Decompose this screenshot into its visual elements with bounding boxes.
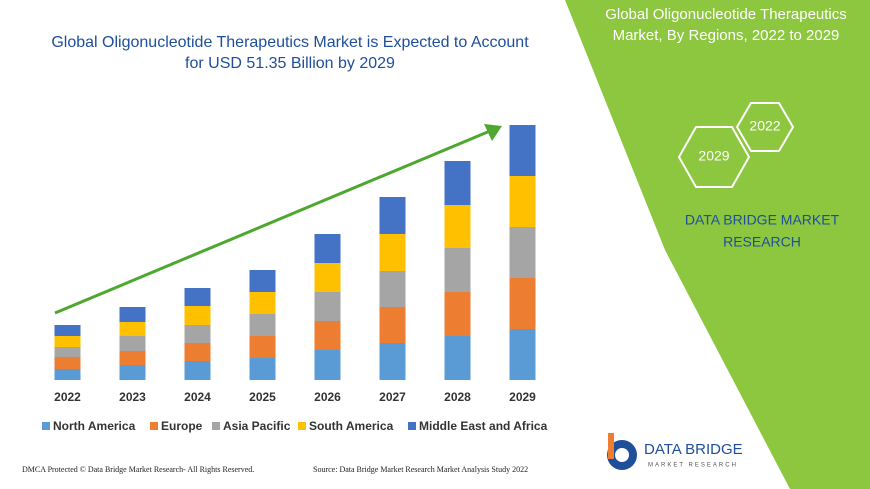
legend-swatch	[42, 422, 50, 430]
bar-segment	[184, 343, 211, 361]
bar-segment	[444, 336, 471, 380]
bar-segment	[249, 336, 276, 358]
logo: DATA BRIDGE MARKET RESEARCH	[607, 433, 743, 470]
bar-segment	[379, 197, 406, 234]
footer-right: Source: Data Bridge Market Research Mark…	[313, 465, 528, 474]
legend-swatch	[212, 422, 220, 430]
x-tick-label: 2022	[54, 390, 81, 404]
bar-segment	[314, 321, 341, 350]
bar-segment	[444, 292, 471, 336]
bar-segment	[509, 278, 536, 329]
bar-segment	[184, 361, 211, 380]
footer-left: DMCA Protected © Data Bridge Market Rese…	[22, 465, 254, 474]
x-tick-label: 2029	[509, 390, 536, 404]
x-tick-label: 2026	[314, 390, 341, 404]
legend-swatch	[150, 422, 158, 430]
bar-segment	[509, 227, 536, 278]
x-tick-label: 2027	[379, 390, 406, 404]
brand-text: RESEARCH	[723, 234, 801, 250]
bar-segment	[119, 351, 146, 365]
bar-segment	[249, 292, 276, 314]
hexagon-label: 2029	[698, 148, 729, 164]
panel-title: Global Oligonucleotide Therapeutics	[605, 6, 847, 23]
legend-swatch	[298, 422, 306, 430]
bar-segment	[119, 322, 146, 336]
bar-segment	[54, 369, 81, 380]
green-panel	[565, 0, 870, 489]
legend-label: Europe	[161, 419, 203, 433]
legend-label: South America	[309, 419, 394, 433]
x-tick-label: 2024	[184, 390, 211, 404]
bar-segment	[314, 234, 341, 263]
bar-segment	[314, 263, 341, 292]
legend-label: North America	[53, 419, 136, 433]
logo-mark	[615, 448, 629, 462]
legend-label: Middle East and Africa	[419, 419, 548, 433]
x-tick-label: 2028	[444, 390, 471, 404]
bar-segment	[444, 205, 471, 248]
bar-segment	[54, 336, 81, 347]
bar-segment	[249, 314, 276, 336]
bar-segment	[184, 288, 211, 306]
bar-segment	[379, 234, 406, 271]
logo-tagline: MARKET RESEARCH	[648, 463, 738, 469]
logo-mark	[608, 433, 614, 459]
legend-label: Asia Pacific	[223, 419, 291, 433]
bar-segment	[379, 343, 406, 380]
logo-name: DATA BRIDGE	[644, 441, 743, 458]
bar-segment	[119, 365, 146, 380]
bar-segment	[509, 125, 536, 176]
title-line: for USD 51.35 Billion by 2029	[185, 55, 395, 72]
arrow-head	[484, 124, 502, 141]
title-line: Global Oligonucleotide Therapeutics Mark…	[51, 34, 529, 51]
bar-segment	[249, 358, 276, 380]
bar-segment	[314, 292, 341, 321]
hexagon	[677, 126, 751, 188]
bar-segment	[54, 325, 81, 336]
panel-title: Market, By Regions, 2022 to 2029	[613, 27, 840, 44]
bar-segment	[184, 306, 211, 325]
hexagon	[735, 102, 795, 152]
bar-segment	[379, 307, 406, 343]
trend-arrow	[54, 129, 491, 315]
bar-segment	[54, 357, 81, 369]
bar-segment	[249, 270, 276, 292]
hexagon-label: 2022	[749, 118, 780, 134]
x-tick-label: 2023	[119, 390, 146, 404]
legend-swatch	[408, 422, 416, 430]
brand-text: DATA BRIDGE MARKET	[685, 212, 840, 228]
bar-segment	[444, 248, 471, 292]
x-tick-label: 2025	[249, 390, 276, 404]
bar-segment	[509, 176, 536, 227]
bar-segment	[119, 307, 146, 322]
bar-segment	[54, 347, 81, 357]
bar-segment	[119, 336, 146, 351]
bar-segment	[379, 271, 406, 307]
bar-segment	[509, 329, 536, 380]
bar-segment	[444, 161, 471, 205]
bar-segment	[314, 350, 341, 380]
bar-segment	[184, 325, 211, 343]
